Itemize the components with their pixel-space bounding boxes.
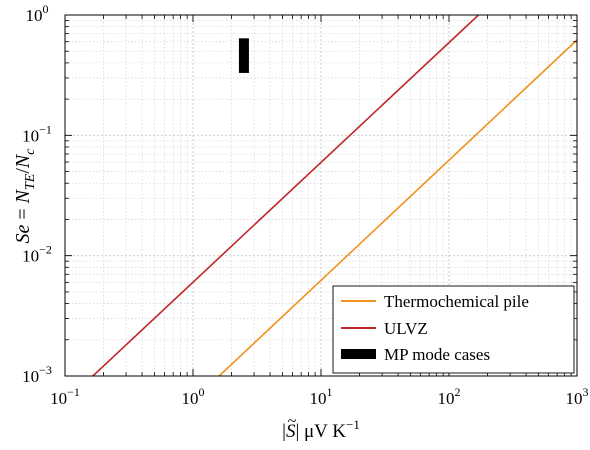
x-label-unit: | μV K [295, 421, 346, 442]
y-label-n1-subscript: TE [23, 173, 38, 190]
x-axis-label: |S| μV K−1 [282, 417, 360, 442]
y-label-eq: = [12, 203, 34, 224]
legend-label-thermochemical-pile: Thermochemical pile [384, 292, 529, 311]
x-label-tilde: ~ [288, 413, 297, 430]
legend-label-mp-mode-cases: MP mode cases [384, 345, 490, 364]
series-line-thermochemical-pile [218, 39, 578, 377]
x-label-pre: | [282, 421, 286, 442]
tick-labels: 10−1 100 101 102 103 10−3 10−2 10−1 100 [22, 2, 588, 408]
y-label-n2-subscript: c [23, 148, 38, 155]
series-bar-mp-mode-cases [238, 38, 249, 73]
y-label-se: Se [12, 224, 34, 243]
y-label-n2: N [12, 153, 34, 169]
series-layer [92, 14, 578, 377]
y-tick-label: 10−3 [22, 363, 52, 386]
x-tick-label: 103 [566, 385, 589, 408]
y-tick-label: 10−1 [22, 122, 52, 145]
legend-label-ulvz: ULVZ [384, 319, 428, 338]
x-tick-label: 10−1 [50, 385, 80, 408]
x-label-unit-exponent: −1 [346, 417, 360, 432]
x-tick-label: 100 [182, 385, 205, 408]
x-tick-label: 102 [438, 385, 461, 408]
series-line-ulvz [92, 14, 480, 377]
y-tick-label: 100 [26, 2, 49, 25]
legend-swatch-mp-mode-cases [341, 349, 376, 359]
x-tick-label: 101 [310, 385, 333, 408]
legend: Thermochemical pile ULVZ MP mode cases [332, 285, 575, 374]
axis-ticks [64, 14, 578, 377]
y-label-n1: N [12, 188, 34, 204]
y-label-slash: / [12, 168, 34, 174]
y-tick-label: 10−2 [22, 243, 52, 266]
y-axis-label: Se = NTE/Nc [12, 148, 38, 244]
x-label-symbol: S [286, 421, 296, 442]
